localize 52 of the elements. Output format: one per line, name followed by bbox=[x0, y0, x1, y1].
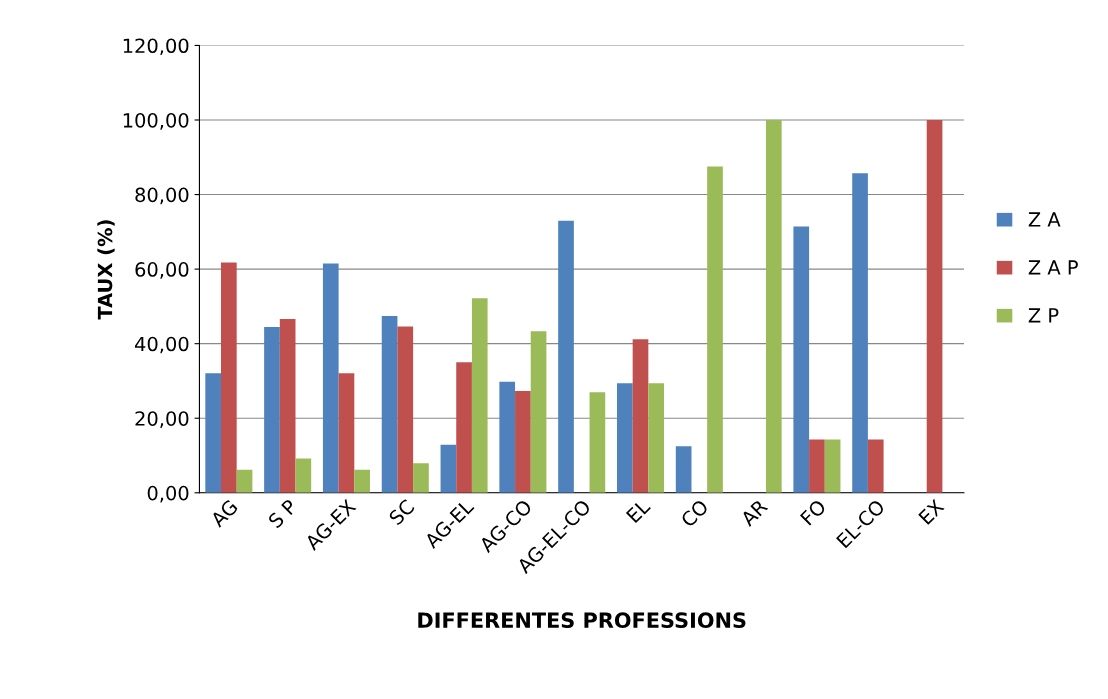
bar bbox=[648, 383, 665, 493]
legend-label: Z A bbox=[1028, 212, 1061, 227]
bar bbox=[381, 316, 398, 493]
y-tick-label: 40,00 bbox=[135, 336, 189, 354]
bar bbox=[471, 298, 488, 493]
bar bbox=[765, 120, 782, 493]
bar bbox=[338, 373, 355, 493]
bar bbox=[632, 339, 649, 493]
y-axis-title: TAUX (%) bbox=[97, 220, 115, 320]
x-tick-label: AG bbox=[209, 499, 239, 529]
bar bbox=[413, 463, 429, 493]
y-tick-label: 100,00 bbox=[123, 112, 189, 130]
bar bbox=[824, 439, 841, 493]
bar bbox=[589, 392, 606, 493]
x-tick-label: AR bbox=[739, 498, 769, 527]
bar bbox=[793, 226, 810, 493]
bar bbox=[440, 444, 457, 493]
x-tick-label: FO bbox=[799, 498, 827, 526]
y-tick-label: 80,00 bbox=[135, 187, 189, 205]
bar bbox=[616, 383, 633, 493]
bar bbox=[499, 381, 516, 493]
bar bbox=[515, 391, 531, 493]
bar bbox=[926, 120, 943, 493]
bar bbox=[675, 446, 692, 493]
bar bbox=[852, 173, 868, 493]
bar bbox=[558, 220, 574, 493]
bar bbox=[322, 263, 339, 493]
bar bbox=[205, 373, 221, 493]
bar bbox=[354, 469, 370, 493]
x-tick-label: CO bbox=[679, 498, 710, 528]
y-tick-label: 0,00 bbox=[147, 485, 189, 503]
bar bbox=[867, 439, 884, 493]
bar bbox=[809, 439, 825, 493]
y-tick-label: 120,00 bbox=[123, 38, 189, 56]
legend-label: Z P bbox=[1028, 308, 1059, 323]
bar bbox=[236, 469, 253, 493]
bar bbox=[707, 166, 723, 493]
bar bbox=[295, 458, 312, 493]
bar bbox=[530, 331, 547, 493]
bar bbox=[279, 319, 296, 493]
x-tick-label: SC bbox=[388, 498, 416, 526]
bar bbox=[456, 362, 472, 493]
x-tick-label: S P bbox=[267, 498, 298, 529]
x-tick-label: EL bbox=[625, 498, 651, 524]
x-tick-label: EX bbox=[918, 498, 945, 525]
x-axis-title: DIFFERENTES PROFESSIONS bbox=[418, 612, 746, 629]
y-tick-label: 60,00 bbox=[135, 262, 189, 279]
bar bbox=[397, 326, 414, 493]
legend-label: Z A P bbox=[1028, 260, 1078, 275]
bar bbox=[221, 262, 237, 493]
bar bbox=[264, 326, 280, 493]
y-tick-label: 20,00 bbox=[135, 411, 189, 428]
